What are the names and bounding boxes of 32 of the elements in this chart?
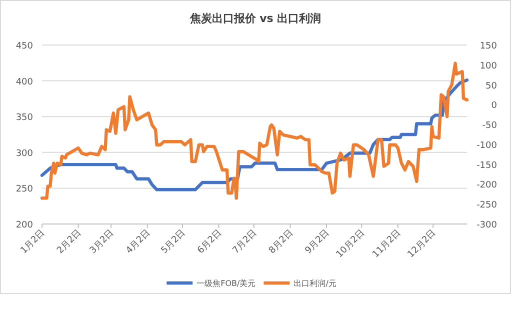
y2-tick-label: 150 [480, 42, 498, 52]
y2-tick-label: 100 [480, 61, 498, 72]
y-tick-label: 350 [16, 113, 34, 124]
x-tick-label: 3月2日 [88, 228, 116, 256]
y2-tick-label: -250 [476, 200, 498, 211]
y2-tick-label: -100 [476, 140, 498, 151]
x-tick-label: 2月2日 [56, 228, 84, 256]
y2-tick-label: -150 [476, 160, 498, 171]
x-tick-label: 9月2日 [304, 228, 332, 256]
legend-label: 出口利润/元 [294, 279, 336, 288]
x-tick-label: 5月2日 [160, 228, 188, 256]
x-tick-label: 12月2日 [406, 228, 438, 260]
x-tick-label: 1月2日 [19, 228, 48, 256]
x-tick-label: 10月2日 [334, 228, 367, 260]
x-tick-label: 8月2日 [267, 228, 296, 256]
line-series [40, 62, 469, 200]
y2-tick-label: -200 [476, 180, 498, 191]
y-tick-label: 300 [16, 148, 34, 159]
legend-label: 一级焦FOB/美元 [196, 279, 256, 288]
x-tick-label: 4月2日 [124, 228, 152, 256]
chart-title: 焦炭出口报价 vs 出口利润 [188, 12, 322, 25]
x-tick-label: 11月2日 [371, 228, 404, 260]
y2-tick-label: 0 [491, 101, 498, 112]
y-tick-label: 450 [16, 42, 34, 52]
y-tick-label: 400 [16, 77, 34, 88]
y2-tick-label: -300 [476, 220, 498, 230]
y2-tick-label: -50 [482, 121, 498, 132]
x-tick-label: 6月2日 [196, 228, 224, 256]
y2-tick-label: 50 [486, 81, 498, 92]
y-tick-label: 250 [16, 184, 34, 195]
x-tick-label: 7月2日 [231, 228, 260, 256]
y-tick-label: 200 [16, 220, 34, 230]
